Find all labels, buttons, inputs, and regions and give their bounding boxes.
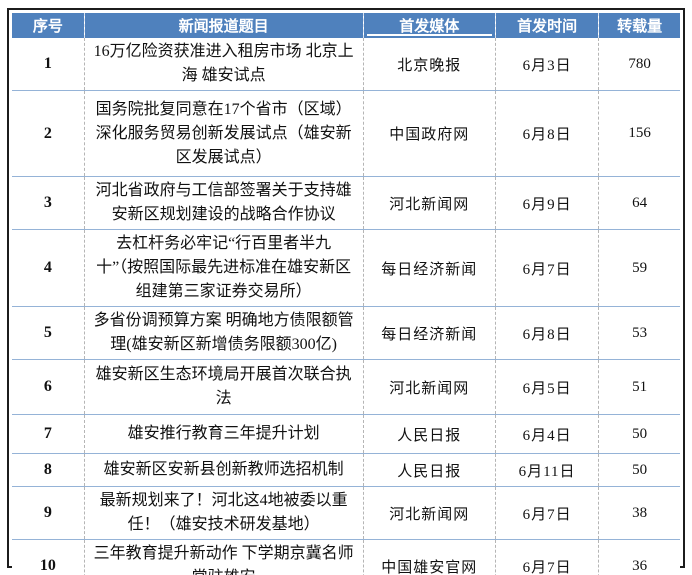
repost-count-cell: 53 bbox=[598, 306, 680, 360]
table-row: 1 16万亿险资获准进入租房市场 北京上海 雄安试点 北京晚报 6月3日 780 bbox=[12, 38, 680, 91]
row-index-cell: 5 bbox=[12, 306, 85, 360]
row-index-cell: 10 bbox=[12, 539, 85, 575]
table-row: 8 雄安新区安新县创新教师选招机制 人民日报 6月11日 50 bbox=[12, 453, 680, 487]
header-date: 首发时间 bbox=[494, 13, 599, 38]
date-cell: 6月9日 bbox=[494, 176, 599, 230]
media-cell: 河北新闻网 bbox=[362, 176, 496, 230]
table-row: 7 雄安推行教育三年提升计划 人民日报 6月4日 50 bbox=[12, 414, 680, 454]
table-row: 5 多省份调预算方案 明确地方债限额管理(雄安新区新增债务限额300亿) 每日经… bbox=[12, 306, 680, 360]
news-report-table: 序号 新闻报道题目 首发媒体 首发时间 转载量 1 16万亿险资获准进入租房市场… bbox=[12, 13, 680, 575]
table-row: 4 去杠杆务必牢记“行百里者半九十”（按照国际最先进标准在雄安新区组建第三家证券… bbox=[12, 229, 680, 307]
repost-count-cell: 50 bbox=[598, 414, 680, 454]
news-title-cell: 16万亿险资获准进入租房市场 北京上海 雄安试点 bbox=[83, 38, 364, 91]
media-cell: 每日经济新闻 bbox=[362, 229, 496, 307]
header-title: 新闻报道题目 bbox=[83, 13, 364, 38]
media-cell: 每日经济新闻 bbox=[362, 306, 496, 360]
news-title-cell: 雄安推行教育三年提升计划 bbox=[83, 414, 364, 454]
header-media: 首发媒体 bbox=[362, 13, 496, 38]
news-title-cell: 河北省政府与工信部签署关于支持雄安新区规划建设的战略合作协议 bbox=[83, 176, 364, 230]
date-cell: 6月7日 bbox=[494, 229, 599, 307]
media-cell: 人民日报 bbox=[362, 453, 496, 487]
repost-count-cell: 38 bbox=[598, 486, 680, 540]
row-index-cell: 1 bbox=[12, 38, 85, 91]
repost-count-cell: 64 bbox=[598, 176, 680, 230]
media-cell: 中国政府网 bbox=[362, 90, 496, 177]
row-index-cell: 8 bbox=[12, 453, 85, 487]
row-index-cell: 7 bbox=[12, 414, 85, 454]
news-title-cell: 多省份调预算方案 明确地方债限额管理(雄安新区新增债务限额300亿) bbox=[83, 306, 364, 360]
repost-count-cell: 780 bbox=[598, 38, 680, 91]
table-row: 6 雄安新区生态环境局开展首次联合执法 河北新闻网 6月5日 51 bbox=[12, 359, 680, 415]
row-index-cell: 2 bbox=[12, 90, 85, 177]
repost-count-cell: 36 bbox=[598, 539, 680, 575]
header-index: 序号 bbox=[12, 13, 85, 38]
date-cell: 6月4日 bbox=[494, 414, 599, 454]
media-cell: 中国雄安官网 bbox=[362, 539, 496, 575]
media-cell: 北京晚报 bbox=[362, 38, 496, 91]
header-reposts: 转载量 bbox=[598, 13, 680, 38]
table-frame: 序号 新闻报道题目 首发媒体 首发时间 转载量 1 16万亿险资获准进入租房市场… bbox=[7, 8, 685, 575]
date-cell: 6月7日 bbox=[494, 539, 599, 575]
date-cell: 6月8日 bbox=[494, 90, 599, 177]
media-cell: 河北新闻网 bbox=[362, 359, 496, 415]
table-row: 9 最新规划来了！河北这4地被委以重任！（雄安技术研发基地） 河北新闻网 6月7… bbox=[12, 486, 680, 540]
news-title-cell: 三年教育提升新动作 下学期京冀名师常驻雄安 bbox=[83, 539, 364, 575]
date-cell: 6月5日 bbox=[494, 359, 599, 415]
date-cell: 6月3日 bbox=[494, 38, 599, 91]
row-index-cell: 6 bbox=[12, 359, 85, 415]
repost-count-cell: 59 bbox=[598, 229, 680, 307]
table-row: 2 国务院批复同意在17个省市（区域）深化服务贸易创新发展试点（雄安新区发展试点… bbox=[12, 90, 680, 177]
media-cell: 河北新闻网 bbox=[362, 486, 496, 540]
news-title-cell: 最新规划来了！河北这4地被委以重任！（雄安技术研发基地） bbox=[83, 486, 364, 540]
table-row: 3 河北省政府与工信部签署关于支持雄安新区规划建设的战略合作协议 河北新闻网 6… bbox=[12, 176, 680, 230]
news-title-cell: 国务院批复同意在17个省市（区域）深化服务贸易创新发展试点（雄安新区发展试点） bbox=[83, 90, 364, 177]
date-cell: 6月7日 bbox=[494, 486, 599, 540]
date-cell: 6月8日 bbox=[494, 306, 599, 360]
table-row: 10 三年教育提升新动作 下学期京冀名师常驻雄安 中国雄安官网 6月7日 36 bbox=[12, 539, 680, 575]
news-title-cell: 雄安新区生态环境局开展首次联合执法 bbox=[83, 359, 364, 415]
news-title-cell: 雄安新区安新县创新教师选招机制 bbox=[83, 453, 364, 487]
repost-count-cell: 156 bbox=[598, 90, 680, 177]
row-index-cell: 4 bbox=[12, 229, 85, 307]
date-cell: 6月11日 bbox=[494, 453, 599, 487]
media-cell: 人民日报 bbox=[362, 414, 496, 454]
header-row: 序号 新闻报道题目 首发媒体 首发时间 转载量 bbox=[12, 13, 680, 38]
repost-count-cell: 50 bbox=[598, 453, 680, 487]
row-index-cell: 3 bbox=[12, 176, 85, 230]
repost-count-cell: 51 bbox=[598, 359, 680, 415]
news-title-cell: 去杠杆务必牢记“行百里者半九十”（按照国际最先进标准在雄安新区组建第三家证券交易… bbox=[83, 229, 364, 307]
row-index-cell: 9 bbox=[12, 486, 85, 540]
